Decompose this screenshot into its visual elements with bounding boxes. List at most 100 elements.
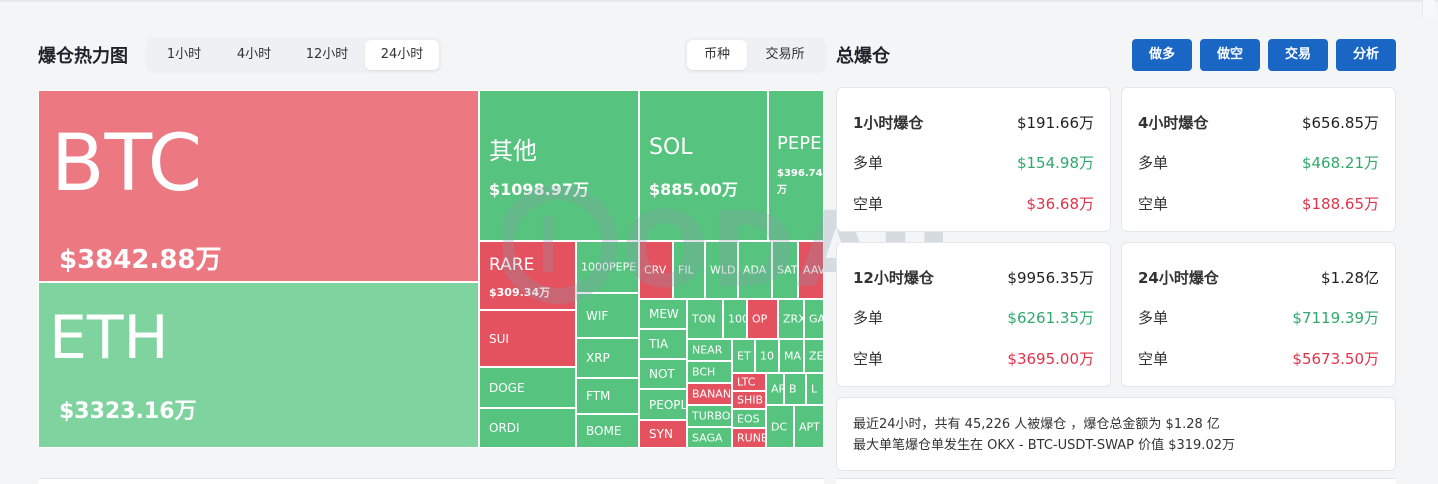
tile-other[interactable]: 其他 $1098.97万 xyxy=(479,90,639,241)
tile-name: PEPE xyxy=(777,133,822,154)
tile-name: L xyxy=(811,382,818,396)
liquidation-summary: 最近24小时，共有 45,226 人被爆仓 ，爆仓总金额为 $1.28 亿 最大… xyxy=(836,397,1396,471)
tile-name: ZE xyxy=(809,349,824,363)
tile-b[interactable]: B xyxy=(784,373,806,405)
tile-gal[interactable]: GAL xyxy=(804,299,824,339)
tile-btc[interactable]: BTC $3842.88万 xyxy=(38,90,479,282)
tile-name: RUNE xyxy=(737,431,766,445)
next-section-left xyxy=(38,478,824,484)
tile-op[interactable]: OP xyxy=(747,299,778,339)
tile-syn[interactable]: SYN xyxy=(639,420,687,448)
trade-button[interactable]: 交易 xyxy=(1268,39,1328,71)
tile-name: APT xyxy=(799,420,820,433)
tab-exchange[interactable]: 交易所 xyxy=(765,47,805,62)
card-24h: 24小时爆仓 $1.28亿 多单 $7119.39万 空单 $5673.50万 xyxy=(1121,242,1396,387)
tile-eos[interactable]: EOS xyxy=(732,409,766,428)
tile-tia[interactable]: TIA xyxy=(639,329,687,359)
tile-crv[interactable]: CRV xyxy=(639,241,673,299)
tile-ma[interactable]: MA xyxy=(779,339,804,373)
tile-sol[interactable]: SOL $885.00万 xyxy=(639,90,768,241)
tile-apt[interactable]: APT xyxy=(794,405,824,448)
tab-4h[interactable]: 4小时 xyxy=(236,47,272,62)
long-value: $6261.35万 xyxy=(1007,309,1094,327)
tile-name: FIL xyxy=(678,263,694,277)
tile-ltc[interactable]: LTC xyxy=(732,373,766,391)
tile-people[interactable]: PEOPLE xyxy=(639,389,687,420)
tile-not[interactable]: NOT xyxy=(639,359,687,389)
tile-name: SUI xyxy=(489,331,509,346)
tile-bome[interactable]: BOME xyxy=(576,414,639,448)
tile-1000[interactable]: 1000 xyxy=(723,299,747,339)
tab-12h[interactable]: 12小时 xyxy=(305,47,349,62)
tile-name: GAL xyxy=(809,312,823,326)
card-label: 1小时爆仓 xyxy=(853,114,924,132)
tile-name: AAVE xyxy=(803,263,823,277)
tile-aave[interactable]: AAVE xyxy=(798,241,824,299)
tile-ftm[interactable]: FTM xyxy=(576,378,639,414)
tile-name: 10 xyxy=(760,349,774,363)
tile-name: TON xyxy=(692,312,716,326)
tile-mew[interactable]: MEW xyxy=(639,299,687,329)
card-total: $656.85万 xyxy=(1301,114,1379,132)
tile-eth[interactable]: ETH $3323.16万 xyxy=(38,282,479,448)
long-value: $154.98万 xyxy=(1016,154,1094,172)
tab-coin[interactable]: 币种 xyxy=(687,40,747,70)
tile-ordi[interactable]: ORDI xyxy=(479,408,576,448)
tile-name: PEOPLE xyxy=(649,397,687,412)
tile-1000pepe[interactable]: 1000PEPE xyxy=(576,241,639,293)
card-4h: 4小时爆仓 $656.85万 多单 $468.21万 空单 $188.65万 xyxy=(1121,87,1396,232)
tile-rare[interactable]: RARE $309.34万 xyxy=(479,241,576,310)
tile-xrp[interactable]: XRP xyxy=(576,338,639,378)
scrollbar-corner[interactable] xyxy=(1422,0,1435,18)
tab-24h[interactable]: 24小时 xyxy=(365,40,439,70)
tile-ada[interactable]: ADA xyxy=(738,241,772,299)
tile-name: WIF xyxy=(586,308,609,323)
short-label: 空单 xyxy=(1138,350,1169,368)
tile-value: $309.34万 xyxy=(489,286,551,299)
tile-zrx[interactable]: ZRX xyxy=(778,299,804,339)
tile-turbo[interactable]: TURBO xyxy=(687,405,732,427)
tile-bch[interactable]: BCH xyxy=(687,361,732,383)
tile-wif[interactable]: WIF xyxy=(576,293,639,338)
tile-name: SHIB xyxy=(737,393,764,407)
tile-banana[interactable]: BANANA xyxy=(687,383,732,405)
tile-name: TURBO xyxy=(692,409,731,423)
long-value: $7119.39万 xyxy=(1292,309,1379,327)
tile-sat[interactable]: SAT xyxy=(772,241,798,299)
card-label: 24小时爆仓 xyxy=(1138,269,1219,287)
time-range-tabs: 1小时 4小时 12小时 24小时 xyxy=(146,37,442,73)
tile-rune[interactable]: RUNE xyxy=(732,428,766,448)
tile-doge[interactable]: DOGE xyxy=(479,367,576,408)
tile-name: ORDI xyxy=(489,421,520,435)
card-12h: 12小时爆仓 $9956.35万 多单 $6261.35万 空单 $3695.00万 xyxy=(836,242,1111,387)
go-long-button[interactable]: 做多 xyxy=(1132,39,1192,71)
tile-ar[interactable]: AR xyxy=(766,373,784,405)
tile-ton[interactable]: TON xyxy=(687,299,723,339)
tile-name: NEAR xyxy=(692,343,723,357)
tile-dc[interactable]: DC xyxy=(766,405,794,448)
tile-name: SYN xyxy=(649,427,673,441)
card-label: 12小时爆仓 xyxy=(853,269,934,287)
tile-name: DOGE xyxy=(489,380,525,395)
tile-near[interactable]: NEAR xyxy=(687,339,732,361)
short-label: 空单 xyxy=(853,350,884,368)
tile-10[interactable]: 10 xyxy=(755,339,779,373)
tile-ze[interactable]: ZE xyxy=(804,339,824,373)
tile-saga[interactable]: SAGA xyxy=(687,427,732,448)
card-label: 4小时爆仓 xyxy=(1138,114,1209,132)
tile-pepe[interactable]: PEPE $396.74万 xyxy=(768,90,824,241)
analysis-button[interactable]: 分析 xyxy=(1336,39,1396,71)
tile-name: LTC xyxy=(737,375,756,389)
tile-name: MA xyxy=(784,349,802,363)
tile-fil[interactable]: FIL xyxy=(673,241,705,299)
tab-1h[interactable]: 1小时 xyxy=(166,47,202,62)
tile-et[interactable]: ET xyxy=(732,339,755,373)
tile-wld[interactable]: WLD xyxy=(705,241,738,299)
next-section-right xyxy=(836,478,1396,484)
tile-shib[interactable]: SHIB xyxy=(732,391,766,409)
tile-l[interactable]: L xyxy=(806,373,824,405)
tile-name: AR xyxy=(771,382,783,396)
go-short-button[interactable]: 做空 xyxy=(1200,39,1260,71)
tile-sui[interactable]: SUI xyxy=(479,310,576,367)
card-1h: 1小时爆仓 $191.66万 多单 $154.98万 空单 $36.68万 xyxy=(836,87,1111,232)
